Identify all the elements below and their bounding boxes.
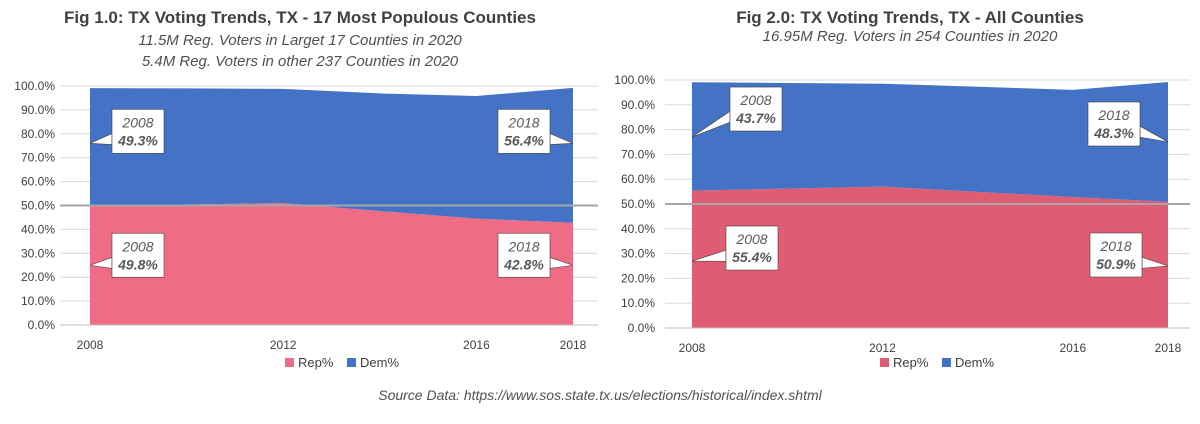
legend-label: Dem% [360,355,399,370]
callout-rep-2018: 2018 42.8% [497,232,574,278]
chart2-title: Fig 2.0: TX Voting Trends, TX - All Coun… [736,8,1084,27]
callout-value: 50.9% [1096,256,1136,272]
y-tick-label: 20.0% [621,271,655,285]
y-tick-label: 30.0% [21,246,55,260]
y-tick-label: 40.0% [21,222,55,236]
legend-swatch [347,358,356,367]
legend-label: Dem% [955,355,994,370]
callout-box [729,86,783,132]
callout-value: 56.4% [504,132,544,148]
y-tick-label: 90.0% [21,103,55,117]
y-tick-label: 30.0% [621,247,655,261]
callout-year: 2008 [121,238,153,254]
rep-area [692,186,1168,328]
callout-value: 48.3% [1093,125,1134,141]
x-tick-label: 2018 [1155,341,1182,355]
callout-year: 2018 [1097,107,1129,123]
y-tick-label: 10.0% [21,294,55,308]
callout-year: 2018 [507,114,539,130]
callout-year: 2008 [121,114,153,130]
callout-rep-2008: 2008 49.8% [89,232,165,278]
y-tick-label: 50.0% [21,199,55,213]
callout-box [1087,101,1141,147]
y-tick-label: 20.0% [21,270,55,284]
legend-label: Rep% [298,355,334,370]
chart1-title: Fig 1.0: TX Voting Trends, TX - 17 Most … [64,8,536,27]
x-tick-label: 2012 [270,338,297,352]
callout-value: 49.3% [117,132,158,148]
y-tick-label: 80.0% [621,123,655,137]
callout-value: 42.8% [503,256,544,272]
y-tick-label: 60.0% [621,172,655,186]
y-tick-label: 70.0% [621,147,655,161]
source-note: Source Data: https://www.sos.state.tx.us… [378,387,822,403]
callout-box [497,232,551,278]
callout-year: 2018 [1099,238,1131,254]
callout-value: 43.7% [735,110,776,126]
dem-area [692,81,1168,202]
callout-box [111,232,165,278]
y-tick-label: 0.0% [28,318,56,332]
y-tick-label: 100.0% [14,79,55,93]
y-tick-label: 80.0% [21,127,55,141]
callout-rep-2018: 2018 50.9% [1089,232,1169,278]
callout-dem-2008: 2008 49.3% [89,109,165,154]
callout-box [111,109,165,154]
x-tick-label: 2012 [869,341,896,355]
callout-box [1089,232,1143,278]
callout-box [497,109,551,154]
y-tick-label: 70.0% [21,151,55,165]
chart1-subtitle-2: 5.4M Reg. Voters in other 237 Counties i… [141,53,459,70]
callout-value: 49.8% [117,256,158,272]
legend-swatch [942,358,951,367]
y-tick-label: 100.0% [614,73,655,87]
y-tick-label: 0.0% [628,321,656,335]
legend-swatch [285,358,294,367]
callout-rep-2008: 2008 55.4% [691,225,779,271]
callout-value: 55.4% [732,249,772,265]
callout-year: 2008 [735,231,767,247]
rep-area [90,203,573,325]
callout-year: 2008 [739,92,771,108]
y-tick-label: 50.0% [621,197,655,211]
callout-dem-2018: 2018 56.4% [497,109,574,154]
chart1-subtitle-1: 11.5M Reg. Voters in Larget 17 Counties … [138,32,462,49]
chart2-subtitle: 16.95M Reg. Voters in 254 Counties in 20… [762,28,1058,45]
dem-area [90,87,573,223]
legend-swatch [880,358,889,367]
x-tick-label: 2016 [1059,341,1086,355]
x-tick-label: 2016 [463,338,490,352]
x-tick-label: 2018 [560,338,587,352]
callout-dem-2008: 2008 43.7% [691,86,783,138]
callout-box [725,225,779,271]
legend-label: Rep% [893,355,929,370]
x-tick-label: 2008 [679,341,706,355]
y-tick-label: 90.0% [621,98,655,112]
y-tick-label: 10.0% [621,296,655,310]
callout-year: 2018 [507,238,539,254]
y-tick-label: 60.0% [21,175,55,189]
callout-dem-2018: 2018 48.3% [1087,101,1169,147]
x-tick-label: 2008 [77,338,104,352]
y-tick-label: 40.0% [621,222,655,236]
